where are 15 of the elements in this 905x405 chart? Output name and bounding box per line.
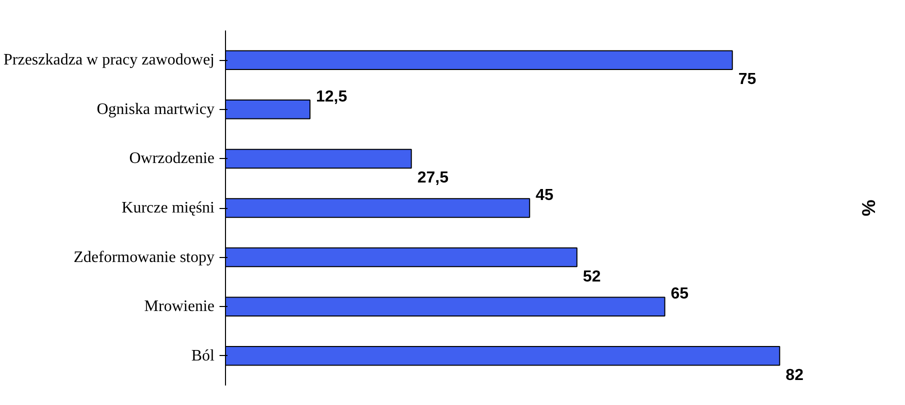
y-tick-label: Kurcze mięśni: [122, 200, 216, 216]
data-label: 75: [738, 71, 756, 88]
data-label: 65: [670, 286, 689, 303]
data-label: 12,5: [316, 88, 348, 106]
data-label: 52: [582, 268, 601, 286]
data-label: 82: [786, 366, 804, 384]
y-tick-label: Owrzodzenie: [129, 150, 215, 168]
data-label: 45: [536, 187, 554, 204]
y-tick-label: Przeszkadza w pracy zawodowej: [3, 52, 215, 69]
y2-axis-title: %: [858, 199, 879, 216]
data-label: 27,5: [417, 170, 449, 187]
y-tick-label: Ogniska martwicy: [96, 100, 214, 118]
y-tick-label: Zdeformowanie stopy: [74, 248, 215, 266]
y-tick-label: Mrowienie: [144, 298, 214, 316]
y-tick-label: Ból: [191, 347, 216, 364]
